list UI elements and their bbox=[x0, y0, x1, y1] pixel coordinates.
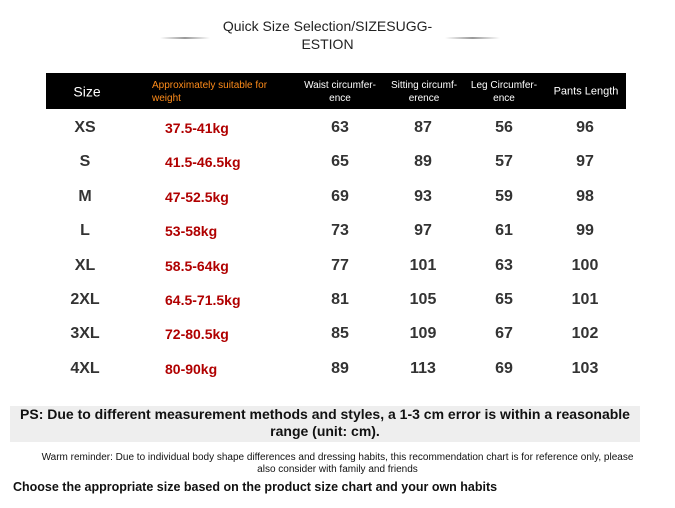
header-cell: Pants Length bbox=[546, 86, 626, 99]
measure-cell: 61 bbox=[495, 222, 513, 239]
header-line: ence bbox=[329, 93, 351, 104]
ps-line: PS: Due to different measurement methods… bbox=[20, 406, 630, 422]
weight-cell: 37.5-41kg bbox=[165, 120, 229, 136]
weight-cell: 72-80.5kg bbox=[165, 326, 229, 342]
header-line: Leg Circumfer- bbox=[470, 80, 538, 91]
decoration bbox=[445, 37, 500, 39]
size-cell: XL bbox=[74, 257, 96, 274]
table-header bbox=[46, 73, 626, 109]
weight-cell: 41.5-46.5kg bbox=[165, 154, 241, 170]
title-line: Quick Size Selection/SIZESUGG- bbox=[222, 18, 433, 34]
reminder-line: also consider with family and friends bbox=[257, 464, 418, 475]
decoration bbox=[160, 37, 210, 39]
measure-cell: 67 bbox=[495, 325, 513, 342]
header-line: Approximately suitable for bbox=[152, 80, 268, 91]
header-line: Waist circumfer- bbox=[304, 80, 376, 91]
measure-cell: 65 bbox=[331, 153, 349, 170]
size-cell: M bbox=[78, 188, 92, 205]
measure-cell: 98 bbox=[576, 188, 594, 205]
ps-line: range (unit: cm). bbox=[270, 423, 380, 439]
weight-cell: 53-58kg bbox=[165, 223, 218, 239]
measure-cell: 69 bbox=[495, 360, 513, 377]
header-line: Pants Length bbox=[553, 85, 619, 98]
measure-cell: 81 bbox=[331, 291, 349, 308]
weight-cell: 58.5-64kg bbox=[165, 258, 229, 274]
header-line: ence bbox=[493, 93, 515, 104]
measure-cell: 105 bbox=[409, 291, 437, 308]
header-cell: Waist circumfer-ence bbox=[292, 79, 388, 105]
measure-cell: 96 bbox=[576, 119, 594, 136]
measure-cell: 65 bbox=[495, 291, 513, 308]
header-cell: Size bbox=[48, 83, 126, 100]
weight-cell: 47-52.5kg bbox=[165, 189, 229, 205]
measure-cell: 73 bbox=[331, 222, 349, 239]
measure-cell: 63 bbox=[495, 257, 513, 274]
measure-cell: 109 bbox=[409, 325, 437, 342]
measure-cell: 63 bbox=[331, 119, 349, 136]
reminder-line: Warm reminder: Due to individual body sh… bbox=[41, 452, 634, 463]
measure-cell: 77 bbox=[331, 257, 349, 274]
header-line: Sitting circumf- bbox=[390, 80, 458, 91]
measure-cell: 57 bbox=[495, 153, 513, 170]
measure-cell: 101 bbox=[571, 291, 599, 308]
measure-cell: 100 bbox=[571, 257, 599, 274]
weight-cell: 80-90kg bbox=[165, 361, 218, 377]
size-cell: S bbox=[79, 153, 91, 170]
size-cell: L bbox=[80, 222, 90, 239]
choose-note: Choose the appropriate size based on the… bbox=[13, 480, 498, 494]
header-cell: Leg Circumfer-ence bbox=[464, 79, 544, 105]
measure-cell: 89 bbox=[331, 360, 349, 377]
header-line: erence bbox=[408, 93, 440, 104]
ps-note: PS: Due to different measurement methods… bbox=[10, 406, 640, 442]
header-line: weight bbox=[152, 93, 181, 104]
measure-cell: 97 bbox=[414, 222, 432, 239]
measure-cell: 87 bbox=[414, 119, 432, 136]
measure-cell: 69 bbox=[331, 188, 349, 205]
measure-cell: 56 bbox=[495, 119, 513, 136]
size-cell: 4XL bbox=[70, 360, 100, 377]
measure-cell: 93 bbox=[414, 188, 432, 205]
size-cell: 2XL bbox=[70, 291, 100, 308]
size-cell: 3XL bbox=[70, 325, 100, 342]
measure-cell: 99 bbox=[576, 222, 594, 239]
measure-cell: 85 bbox=[331, 325, 349, 342]
header-cell: Sitting circumf-erence bbox=[384, 79, 464, 105]
measure-cell: 103 bbox=[571, 360, 599, 377]
title-line: ESTION bbox=[301, 36, 354, 52]
measure-cell: 101 bbox=[409, 257, 437, 274]
header-cell: Approximately suitable for weight bbox=[152, 79, 284, 105]
reminder: Warm reminder: Due to individual body sh… bbox=[0, 452, 675, 476]
size-cell: XS bbox=[74, 119, 96, 136]
measure-cell: 89 bbox=[414, 153, 432, 170]
measure-cell: 59 bbox=[495, 188, 513, 205]
measure-cell: 113 bbox=[410, 360, 436, 377]
header-line: Size bbox=[73, 83, 101, 100]
weight-cell: 64.5-71.5kg bbox=[165, 292, 241, 308]
measure-cell: 102 bbox=[571, 325, 599, 342]
measure-cell: 97 bbox=[576, 153, 594, 170]
